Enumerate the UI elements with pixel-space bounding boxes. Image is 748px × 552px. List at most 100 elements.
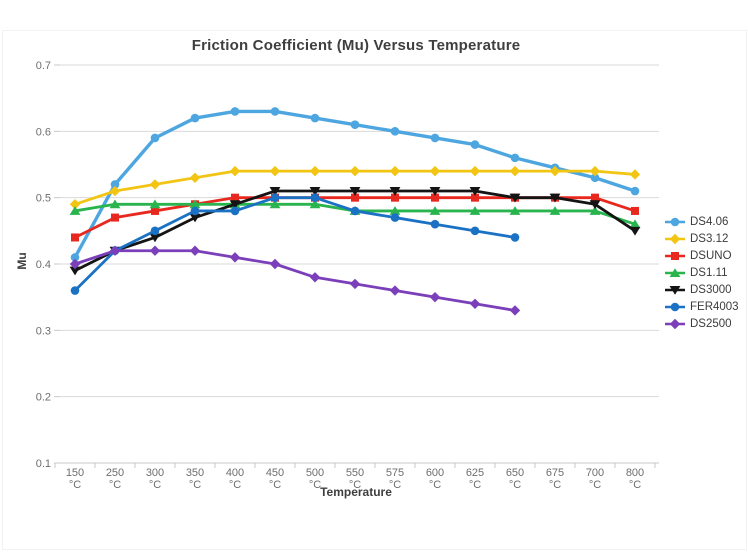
square-legend-marker-icon [665, 251, 685, 260]
legend: DS4.06 DS3.12 DSUNO DS1.11 DS3000 FER4003 DS25… [664, 213, 739, 332]
data-point [229, 252, 241, 263]
y-tick-label: 0.3 [36, 325, 51, 337]
x-tick-unit: °C [469, 479, 481, 491]
x-tick-unit: °C [229, 479, 241, 491]
data-point [189, 172, 201, 183]
data-point [110, 180, 120, 189]
y-tick-label: 0.7 [36, 60, 51, 72]
y-axis-title: Mu [15, 252, 29, 270]
data-point [390, 213, 400, 222]
legend-item-FER4003[interactable]: FER4003 [664, 298, 739, 315]
data-point [349, 165, 361, 177]
data-point [70, 253, 80, 262]
x-tick-label: 650 [506, 467, 524, 479]
circle-legend-marker-icon [665, 217, 685, 226]
data-point [69, 199, 81, 210]
x-tick-unit: °C [69, 479, 81, 491]
legend-label: DS1.11 [690, 266, 728, 279]
x-tick-unit: °C [189, 479, 201, 491]
data-point [350, 120, 360, 129]
data-point [629, 226, 641, 236]
data-point [309, 272, 321, 283]
data-point [70, 286, 80, 295]
data-point [69, 206, 81, 215]
data-point [549, 206, 561, 215]
y-tick-label: 0.1 [36, 458, 51, 470]
series-line [73, 196, 517, 292]
data-point [71, 233, 79, 242]
data-point [429, 206, 441, 215]
data-point [429, 291, 441, 303]
data-point [270, 107, 280, 116]
legend-item-DS2500[interactable]: DS2500 [664, 315, 739, 332]
x-tick-unit: °C [589, 479, 601, 491]
x-tick-label: 400 [226, 467, 244, 479]
data-point [309, 165, 321, 177]
x-tick-unit: °C [269, 479, 281, 491]
data-point [269, 165, 281, 177]
data-point [150, 226, 160, 236]
data-point [389, 206, 401, 215]
y-tick-label: 0.6 [36, 126, 51, 138]
data-point [269, 258, 281, 270]
data-point [391, 193, 399, 202]
data-point [471, 193, 479, 202]
data-point [510, 153, 520, 163]
legend-item-DS4.06[interactable]: DS4.06 [664, 213, 739, 230]
data-point [549, 165, 561, 177]
x-tick-label: 800 [626, 467, 644, 479]
data-point [390, 127, 400, 136]
data-point [230, 107, 240, 116]
data-point [270, 193, 280, 202]
data-point [430, 133, 440, 143]
data-point [389, 285, 401, 296]
data-point [429, 165, 441, 177]
series-DS2500 [69, 245, 521, 316]
data-point [629, 169, 641, 180]
data-point [469, 298, 481, 309]
x-tick-label: 700 [586, 467, 604, 479]
data-point [469, 187, 481, 196]
data-point [469, 165, 481, 177]
x-tick-unit: °C [109, 479, 121, 491]
data-point [109, 185, 121, 197]
data-point [189, 213, 201, 223]
legend-item-DS3.12[interactable]: DS3.12 [664, 230, 739, 247]
data-point [69, 258, 81, 270]
legend-label: DS4.06 [690, 215, 729, 228]
data-point [230, 206, 240, 216]
legend-label: DS2500 [690, 317, 732, 330]
data-point [469, 206, 481, 215]
data-point [630, 186, 640, 196]
data-point [509, 305, 521, 316]
x-tick-label: 500 [306, 467, 324, 479]
data-point [69, 266, 81, 276]
legend-item-DS3000[interactable]: DS3000 [664, 281, 739, 298]
data-point [509, 206, 521, 215]
data-point [589, 200, 601, 210]
data-point [631, 206, 639, 215]
data-point [430, 219, 440, 229]
x-tick-label: 550 [346, 467, 364, 479]
data-point [269, 199, 281, 209]
x-tick-unit: °C [349, 479, 361, 491]
data-point [309, 187, 321, 196]
x-axis-title: Temperature [320, 485, 392, 499]
x-tick-label: 675 [546, 467, 564, 479]
data-point [190, 206, 200, 216]
x-tick-unit: °C [429, 479, 441, 491]
data-point [470, 226, 480, 236]
legend-item-DS1.11[interactable]: DS1.11 [664, 264, 739, 281]
data-point [269, 187, 281, 196]
x-tick-unit: °C [149, 479, 161, 491]
x-tick-label: 625 [466, 467, 484, 479]
y-tick-label: 0.2 [36, 392, 51, 404]
data-point [629, 219, 641, 229]
data-point [229, 165, 241, 177]
legend-item-DSUNO[interactable]: DSUNO [664, 247, 739, 264]
legend-label: FER4003 [690, 300, 739, 313]
x-tick-label: 350 [186, 467, 204, 479]
data-point [351, 193, 359, 202]
data-point [429, 187, 441, 196]
